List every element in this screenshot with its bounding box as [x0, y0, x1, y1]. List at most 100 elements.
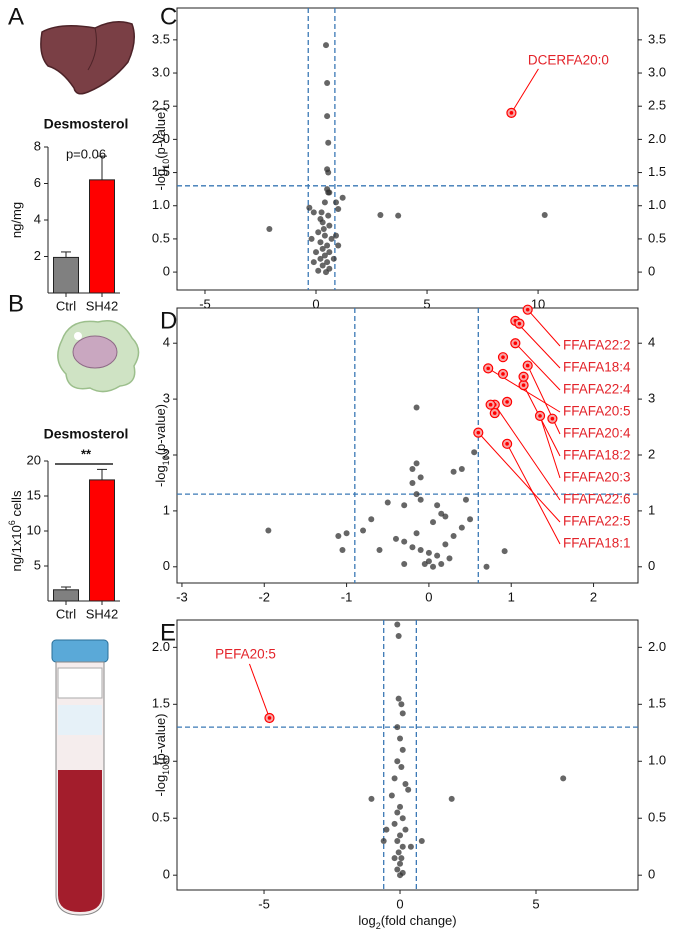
y-tick-label: 15: [27, 487, 41, 502]
point: [560, 775, 567, 782]
y-tick-label: 1.0: [152, 753, 170, 768]
y-axis-label-part: (p-value): [153, 108, 168, 159]
point: [324, 242, 331, 249]
y-axis-label: -log10(p-value): [153, 108, 171, 191]
y-tick-label: 0: [163, 867, 170, 882]
y-tick-label: 0.5: [152, 810, 170, 825]
x-axis-label-part: (fold change): [381, 913, 457, 928]
label-leader: [514, 320, 561, 369]
point: [317, 255, 324, 262]
point: [458, 524, 465, 531]
x-tick-label: SH42: [86, 298, 119, 313]
point: [438, 560, 445, 567]
y2-tick-label: 0: [648, 264, 655, 279]
point-label: PEFA20:5: [215, 647, 276, 662]
label-leader: [494, 404, 561, 501]
tube-icon: [51, 639, 109, 916]
point: [394, 724, 401, 731]
y-tick-label: 1.0: [152, 197, 170, 212]
y-tick-label: 4: [34, 211, 41, 226]
y-tick-label: 3.0: [152, 64, 170, 79]
highlight-core: [492, 411, 497, 415]
highlight-core: [501, 372, 505, 376]
y-axis-label-part: -log: [153, 775, 168, 797]
chart-title: Desmosterol: [44, 426, 129, 442]
point: [434, 552, 441, 559]
y-tick-label: 4: [163, 335, 170, 350]
y2-tick-label: 1.0: [648, 197, 666, 212]
point: [401, 502, 408, 509]
point: [335, 533, 342, 540]
point: [313, 249, 320, 256]
point: [321, 199, 328, 206]
point: [413, 530, 420, 537]
label-leader: [514, 342, 561, 391]
highlight-core: [521, 383, 526, 387]
point: [398, 763, 405, 770]
point: [265, 527, 272, 534]
p-value: p=0.06: [66, 146, 106, 161]
plot-frame: [176, 307, 639, 584]
y-tick-label: 20: [27, 452, 41, 467]
x-tick-label: 5: [532, 896, 539, 911]
point: [397, 803, 404, 810]
y2-tick-label: 1: [648, 502, 655, 517]
point: [325, 212, 332, 219]
y2-tick-label: 0.5: [648, 810, 666, 825]
point-label: FFAFA22:4: [563, 382, 631, 397]
point: [384, 499, 391, 506]
point: [332, 232, 339, 239]
y2-tick-label: 1.5: [648, 164, 666, 179]
point: [395, 212, 402, 219]
y2-tick-label: 4: [648, 335, 655, 350]
y-tick-label: 0.5: [152, 230, 170, 245]
y-axis-label-part: 6: [7, 520, 17, 525]
point: [395, 695, 402, 702]
highlight-core: [486, 366, 490, 371]
point: [417, 496, 424, 503]
y-tick-label: 0: [163, 558, 170, 573]
plot-frame: [176, 7, 639, 291]
highlight-core: [525, 363, 530, 368]
panel-letter: A: [8, 3, 24, 30]
point-label: FFAFA18:2: [563, 448, 631, 463]
panel-letter: D: [160, 307, 177, 334]
point: [394, 809, 401, 816]
point: [391, 855, 398, 862]
y-axis-label-part: ng/1x10: [9, 525, 24, 571]
point: [321, 232, 328, 239]
point-label: FFAFA20:5: [563, 404, 631, 419]
point: [319, 262, 326, 269]
point: [310, 259, 317, 266]
y2-tick-label: 2: [648, 446, 655, 461]
label-leader: [506, 443, 561, 545]
point: [394, 758, 401, 765]
point: [405, 786, 412, 793]
y-tick-label: 2.5: [152, 98, 170, 113]
point: [330, 255, 337, 262]
y2-tick-label: 2.0: [648, 131, 666, 146]
y-tick-label: 6: [34, 175, 41, 190]
y-axis-label-part: 10: [161, 159, 171, 169]
point: [339, 194, 346, 201]
y-tick-label: 0: [163, 264, 170, 279]
y-tick-label: 8: [34, 138, 41, 153]
highlight-core: [517, 321, 522, 326]
point: [397, 872, 404, 879]
y-tick-label: 1.5: [152, 696, 170, 711]
point: [399, 746, 406, 753]
y-axis-label: ng/mg: [9, 202, 24, 238]
point: [394, 621, 401, 628]
point: [399, 710, 406, 717]
point: [388, 792, 395, 799]
point: [315, 267, 322, 274]
point: [467, 516, 474, 523]
point: [391, 775, 398, 782]
point: [448, 795, 455, 802]
point: [319, 245, 326, 252]
point: [398, 701, 405, 708]
point: [442, 541, 449, 548]
point: [395, 849, 402, 856]
point: [409, 544, 416, 551]
